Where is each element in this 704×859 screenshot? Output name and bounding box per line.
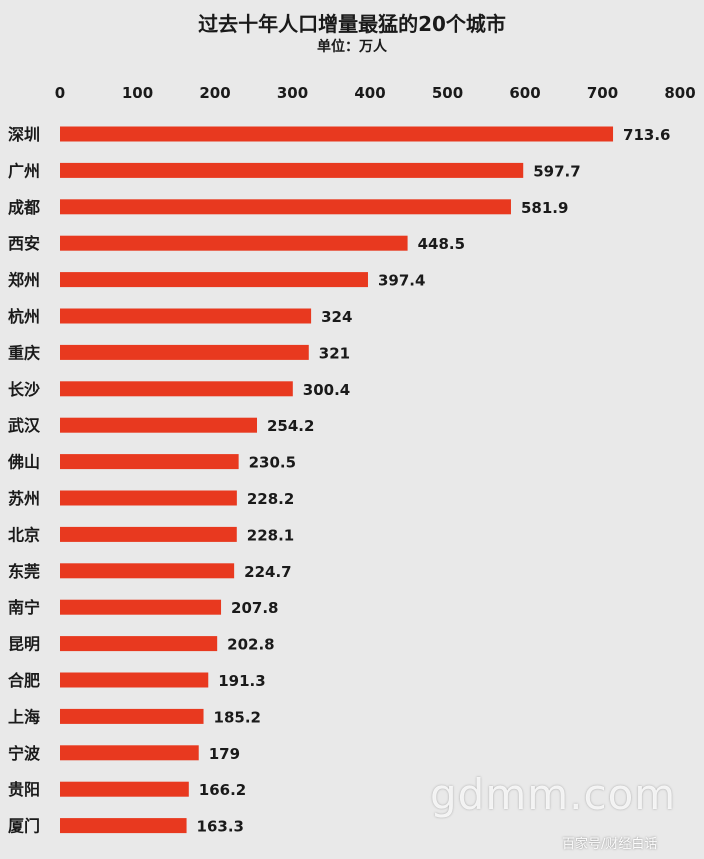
bar bbox=[60, 381, 293, 397]
x-tick-label: 800 bbox=[664, 84, 695, 102]
watermark: gdmm.com bbox=[430, 770, 677, 819]
value-label: 163.3 bbox=[197, 818, 244, 836]
bar bbox=[60, 526, 237, 542]
value-label: 321 bbox=[319, 344, 350, 362]
value-label: 228.2 bbox=[247, 490, 294, 508]
value-label: 224.7 bbox=[244, 563, 291, 581]
bar bbox=[60, 272, 368, 288]
bar bbox=[60, 126, 614, 142]
x-tick-label: 700 bbox=[587, 84, 618, 102]
category-label: 西安 bbox=[8, 234, 40, 253]
category-label: 上海 bbox=[8, 707, 40, 726]
category-label: 重庆 bbox=[8, 343, 40, 362]
category-label: 苏州 bbox=[8, 489, 40, 508]
bar bbox=[60, 781, 189, 797]
value-label: 166.2 bbox=[199, 781, 246, 799]
bar bbox=[60, 490, 237, 506]
category-label: 宁波 bbox=[8, 744, 41, 763]
x-tick-label: 0 bbox=[55, 84, 65, 102]
category-label: 成都 bbox=[8, 198, 40, 217]
bar bbox=[60, 454, 239, 470]
value-label: 581.9 bbox=[521, 199, 568, 217]
bar bbox=[60, 344, 309, 360]
chart-title: 过去十年人口增量最猛的20个城市 bbox=[198, 12, 506, 36]
value-label: 207.8 bbox=[231, 599, 278, 617]
value-label: 230.5 bbox=[249, 454, 296, 472]
category-label: 贵阳 bbox=[8, 780, 40, 799]
bar bbox=[60, 599, 222, 615]
source-credit: 百家号/财经白话 bbox=[562, 837, 658, 852]
x-tick-label: 500 bbox=[432, 84, 463, 102]
value-label: 179 bbox=[209, 745, 240, 763]
value-label: 254.2 bbox=[267, 417, 314, 435]
bar bbox=[60, 235, 408, 251]
category-label: 武汉 bbox=[8, 416, 41, 435]
x-tick-label: 100 bbox=[122, 84, 153, 102]
x-tick-label: 600 bbox=[509, 84, 540, 102]
value-label: 191.3 bbox=[218, 672, 265, 690]
category-label: 北京 bbox=[8, 525, 40, 544]
value-label: 448.5 bbox=[418, 235, 465, 253]
bar bbox=[60, 308, 312, 324]
category-label: 长沙 bbox=[8, 380, 40, 399]
bar bbox=[60, 818, 187, 834]
bar bbox=[60, 708, 204, 724]
category-label: 南宁 bbox=[8, 598, 40, 617]
value-label: 300.4 bbox=[303, 381, 350, 399]
category-label: 昆明 bbox=[8, 635, 40, 654]
category-label: 东莞 bbox=[8, 562, 40, 581]
x-tick-label: 400 bbox=[354, 84, 385, 102]
value-label: 202.8 bbox=[227, 636, 274, 654]
category-label: 郑州 bbox=[8, 271, 40, 290]
bar bbox=[60, 199, 511, 215]
value-label: 228.1 bbox=[247, 526, 294, 544]
x-tick-label: 300 bbox=[277, 84, 308, 102]
bar bbox=[60, 672, 209, 688]
bar bbox=[60, 745, 199, 761]
category-label: 广州 bbox=[8, 161, 40, 180]
value-label: 185.2 bbox=[214, 708, 261, 726]
bar bbox=[60, 563, 235, 579]
value-label: 597.7 bbox=[533, 162, 580, 180]
category-label: 佛山 bbox=[7, 453, 40, 472]
category-label: 杭州 bbox=[8, 307, 40, 326]
category-label: 合肥 bbox=[8, 671, 40, 690]
value-label: 397.4 bbox=[378, 272, 425, 290]
bar bbox=[60, 162, 524, 178]
x-tick-label: 200 bbox=[199, 84, 230, 102]
chart-subtitle: 单位：万人 bbox=[317, 39, 387, 55]
value-label: 324 bbox=[321, 308, 352, 326]
bar bbox=[60, 417, 258, 433]
category-label: 厦门 bbox=[8, 817, 40, 836]
value-label: 713.6 bbox=[623, 126, 670, 144]
bar bbox=[60, 636, 218, 652]
category-label: 深圳 bbox=[8, 125, 40, 144]
